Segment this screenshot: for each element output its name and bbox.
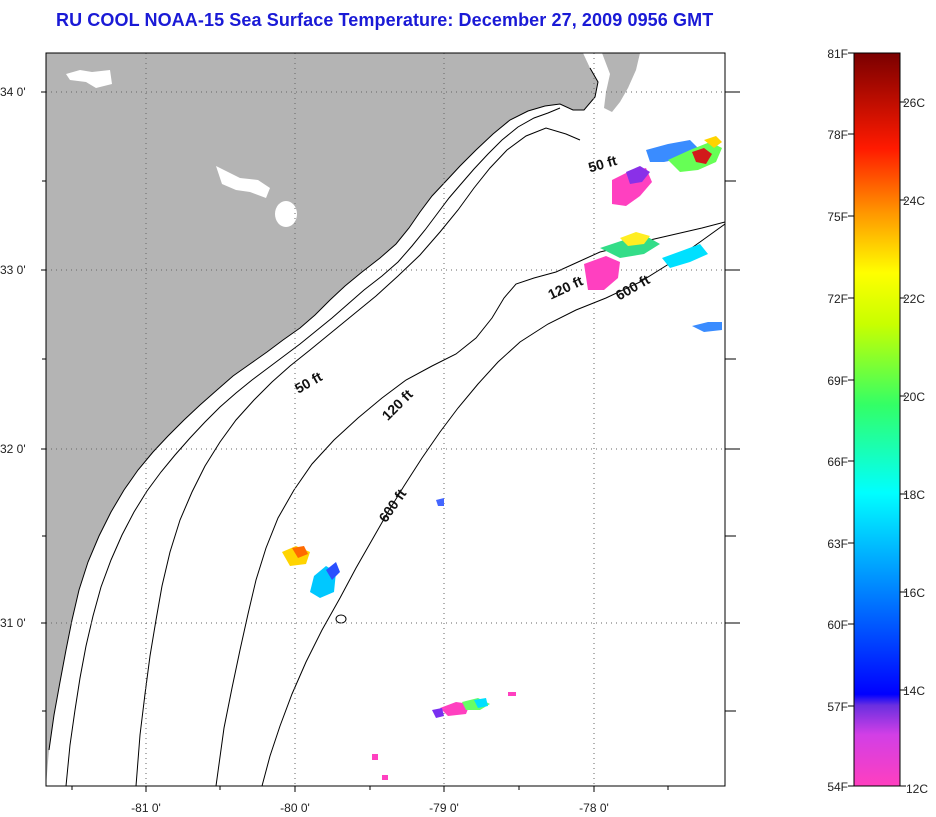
isobath-600ft <box>261 223 725 786</box>
cb-label-69f: 69F <box>827 374 848 388</box>
colorbar-f-labels: 81F 78F 75F 72F 69F 66F 63F 60F 57F 54F <box>827 47 848 794</box>
tick-marks <box>41 91 740 792</box>
cb-label-20c: 20C <box>903 390 925 404</box>
cb-label-75f: 75F <box>827 210 848 224</box>
cb-label-57f: 57F <box>827 700 848 714</box>
cb-label-16c: 16C <box>903 586 925 600</box>
cb-label-60f: 60F <box>827 618 848 632</box>
cb-label-54f: 54F <box>827 780 848 794</box>
land-mass <box>46 53 598 786</box>
inland-gap-3 <box>275 201 297 227</box>
isobath-50ft <box>135 127 581 786</box>
lon-tick-labels: -81 0' -80 0' -79 0' -78 0' <box>131 801 609 815</box>
coastline <box>48 67 599 751</box>
colorbar-ticks <box>848 52 906 787</box>
lat-label-31: 31 0' <box>0 616 26 630</box>
land-cape-fear <box>602 53 640 112</box>
barrier-islands <box>65 107 561 786</box>
inland-gap-1 <box>66 70 112 88</box>
cb-label-63f: 63F <box>827 537 848 551</box>
colorbar-c-labels: 26C 24C 22C 20C 18C 16C 14C 12C <box>903 96 928 796</box>
lat-label-33: 33 0' <box>0 263 26 277</box>
cb-label-81f: 81F <box>827 47 848 61</box>
map-title: RU COOL NOAA-15 Sea Surface Temperature:… <box>56 10 714 30</box>
lat-tick-labels: 34 0' 33 0' 32 0' 31 0' <box>0 85 26 630</box>
cb-label-18c: 18C <box>903 488 925 502</box>
contour-label-50ft-north: 50 ft <box>586 152 618 175</box>
lon-label-80: -80 0' <box>280 801 310 815</box>
cb-label-24c: 24C <box>903 194 925 208</box>
colorbar <box>853 52 901 787</box>
sst-data-patches <box>282 136 722 780</box>
cb-label-78f: 78F <box>827 128 848 142</box>
cb-label-12c: 12C <box>906 782 928 796</box>
cb-label-14c: 14C <box>903 684 925 698</box>
cb-label-26c: 26C <box>903 96 925 110</box>
lon-label-81: -81 0' <box>131 801 161 815</box>
lon-label-79: -79 0' <box>429 801 459 815</box>
cb-label-72f: 72F <box>827 292 848 306</box>
lat-label-34: 34 0' <box>0 85 26 99</box>
lat-label-32: 32 0' <box>0 442 26 456</box>
map-frame <box>45 52 726 787</box>
inland-gap-2 <box>216 166 270 198</box>
cb-label-66f: 66F <box>827 455 848 469</box>
cb-label-22c: 22C <box>903 292 925 306</box>
lon-label-78: -78 0' <box>579 801 609 815</box>
